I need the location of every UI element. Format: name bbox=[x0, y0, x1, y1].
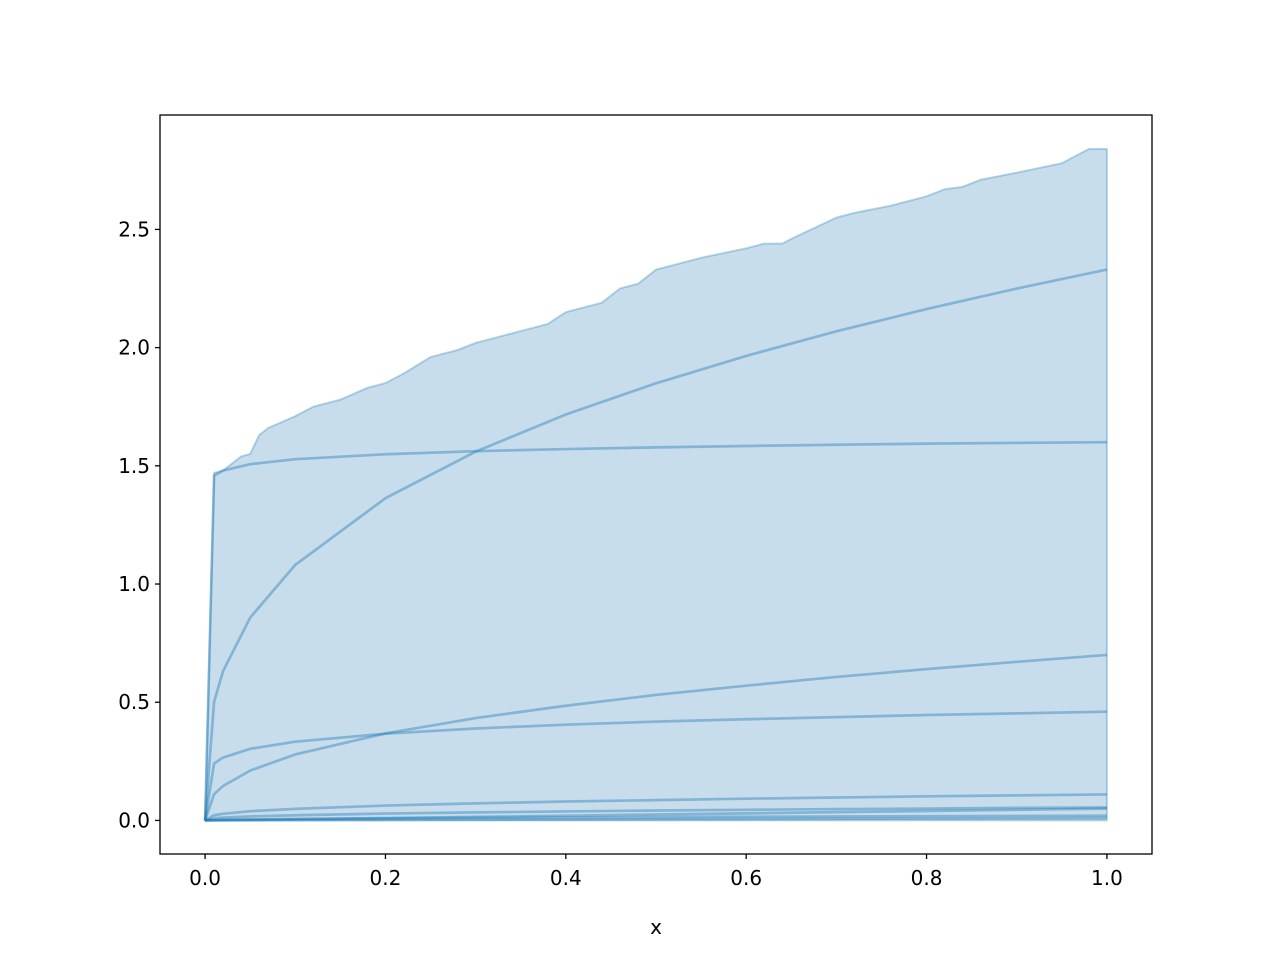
series-line-0 bbox=[203, 268, 1108, 821]
x-tick-label: 1.0 bbox=[1091, 866, 1123, 890]
x-tick-label: 0.2 bbox=[370, 866, 402, 890]
series-line-3 bbox=[203, 710, 1107, 821]
series-line-2 bbox=[203, 653, 1108, 821]
y-tick-label: 1.0 bbox=[118, 572, 150, 596]
axes-frame bbox=[159, 114, 1153, 855]
series-line-7 bbox=[205, 814, 1107, 822]
series-line-1 bbox=[203, 440, 1107, 821]
y-tick-label: 2.5 bbox=[118, 217, 150, 241]
y-tick-label: 1.5 bbox=[118, 454, 150, 478]
x-axis: 0.0 0.2 0.4 0.6 0.8 1.0 bbox=[189, 854, 1123, 890]
x-axis-label: x bbox=[650, 915, 662, 939]
y-axis: 0.0 0.5 1.0 1.5 2.0 2.5 bbox=[118, 217, 160, 832]
series-line-8 bbox=[205, 816, 1107, 822]
band-fill bbox=[204, 148, 1108, 822]
series-line-6 bbox=[205, 807, 1107, 822]
x-tick-label: 0.8 bbox=[911, 866, 943, 890]
x-tick-label: 0.6 bbox=[730, 866, 762, 890]
series-line-4 bbox=[204, 793, 1107, 822]
y-tick-label: 0.0 bbox=[118, 808, 150, 832]
y-tick-label: 2.0 bbox=[118, 336, 150, 360]
y-tick-label: 0.5 bbox=[118, 690, 150, 714]
series-line-5 bbox=[204, 806, 1107, 822]
plot-area bbox=[203, 148, 1108, 822]
x-tick-label: 0.0 bbox=[189, 866, 221, 890]
x-tick-label: 0.4 bbox=[550, 866, 582, 890]
